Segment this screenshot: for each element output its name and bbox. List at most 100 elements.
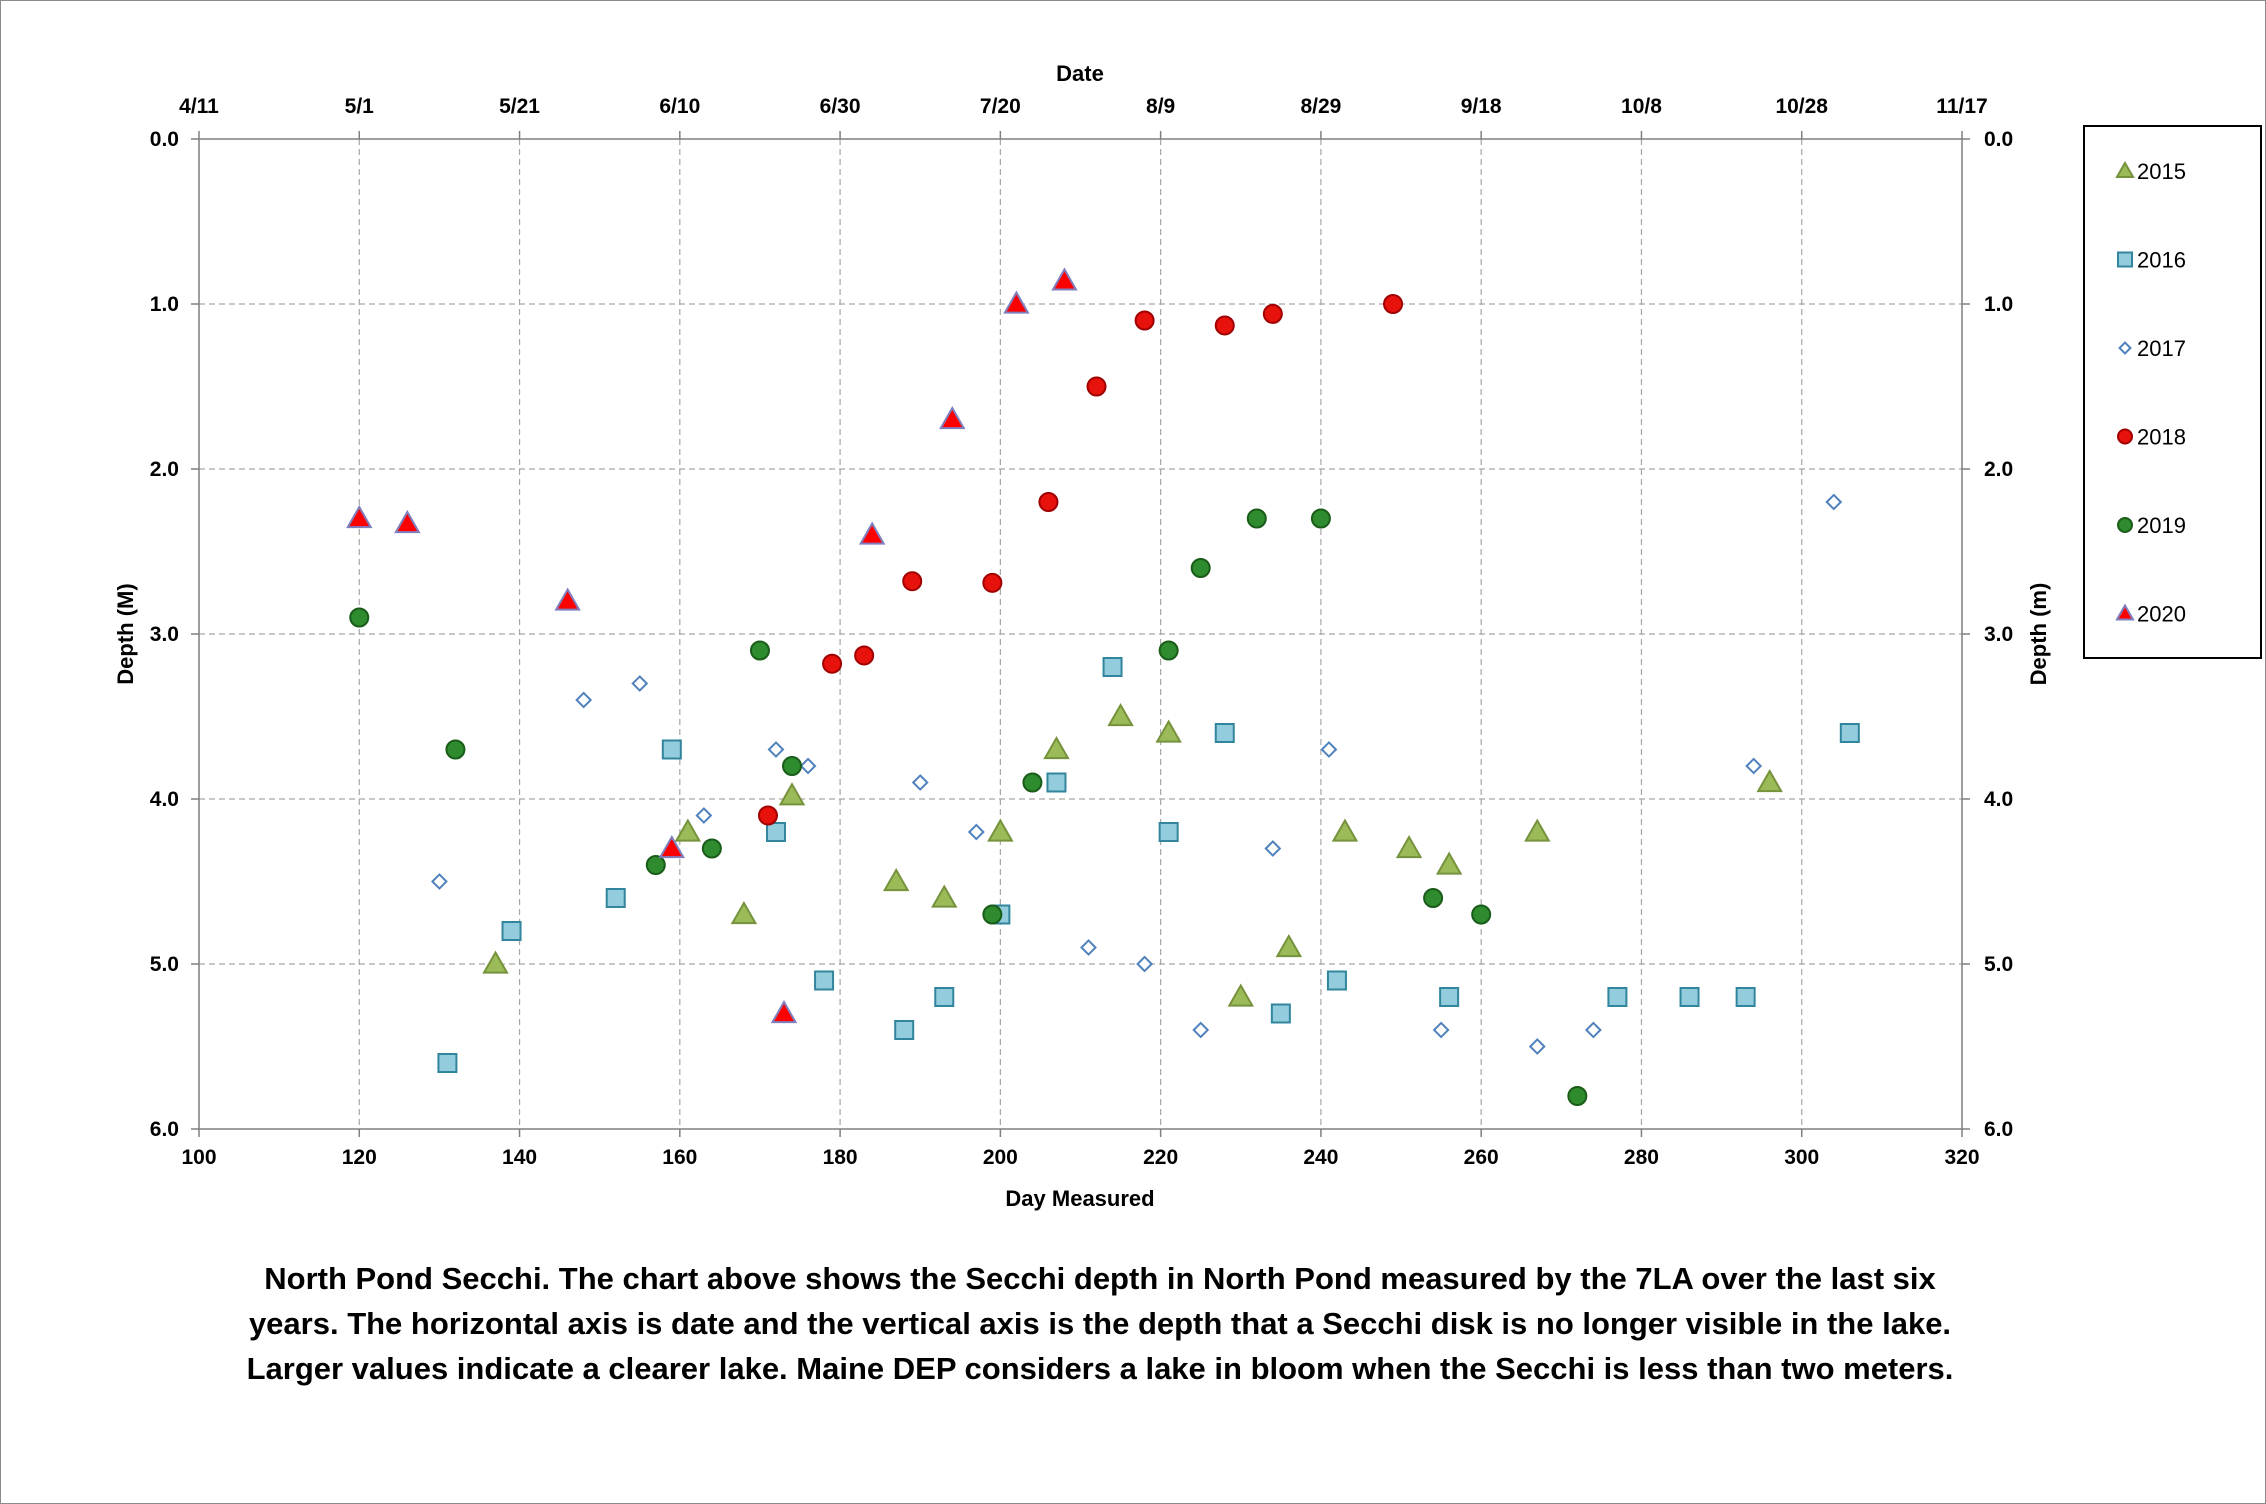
data-point-2015 — [730, 900, 758, 925]
legend-item-2015: 2015 — [2115, 159, 2186, 184]
x-tick-label: 140 — [502, 1146, 537, 1169]
data-point-2016 — [661, 739, 682, 760]
data-point-2017 — [430, 873, 448, 890]
data-point-2015 — [1435, 851, 1463, 875]
data-point-2020 — [858, 521, 886, 545]
legend-marker-2018 — [2117, 428, 2133, 445]
data-point-2018 — [902, 571, 923, 592]
legend-label-2016: 2016 — [2137, 248, 2186, 273]
data-point-2015 — [1155, 719, 1182, 743]
y-axis-title: Depth (M) — [113, 583, 138, 684]
data-point-2017 — [631, 675, 649, 692]
series-2019 — [349, 508, 1588, 1106]
legend-label-2020: 2020 — [2137, 602, 2186, 627]
legend-label-2018: 2018 — [2137, 425, 2186, 450]
legend-marker-2020 — [2115, 603, 2135, 621]
x2-axis-title: Date — [1056, 61, 1104, 86]
data-point-2017 — [695, 807, 713, 824]
data-point-2019 — [782, 756, 803, 776]
data-point-2016 — [1839, 723, 1860, 743]
data-point-2015 — [1395, 834, 1423, 859]
data-point-2018 — [1038, 492, 1059, 512]
data-point-2015 — [778, 782, 806, 806]
data-point-2020 — [770, 999, 798, 1024]
data-point-2020 — [346, 504, 373, 529]
legend-marker-2015 — [2115, 160, 2135, 179]
data-point-2016 — [1679, 987, 1700, 1007]
x2-tick-label: 6/10 — [659, 95, 700, 118]
x-tick-label: 320 — [1944, 1146, 1979, 1169]
series-2020 — [346, 267, 1078, 1024]
data-point-2018 — [1383, 294, 1404, 314]
x-tick-label: 280 — [1624, 1146, 1659, 1169]
data-point-2016 — [1326, 970, 1347, 991]
y2-tick-label: 3.0 — [1984, 623, 2013, 646]
data-point-2015 — [1524, 818, 1551, 842]
series-2015 — [482, 702, 1783, 1007]
data-point-2018 — [1134, 310, 1155, 331]
y2-tick-label: 6.0 — [1984, 1118, 2013, 1141]
x2-tick-label: 5/1 — [345, 95, 375, 118]
caption-line-1: North Pond Secchi. The chart above shows… — [264, 1261, 1936, 1296]
data-point-2015 — [1227, 983, 1254, 1007]
data-point-2015 — [1043, 735, 1070, 760]
data-point-2016 — [894, 1020, 915, 1040]
y2-tick-label: 4.0 — [1984, 788, 2013, 811]
x-tick-label: 300 — [1784, 1146, 1819, 1169]
y2-tick-label: 0.0 — [1984, 128, 2013, 151]
legend-item-2017: 2017 — [2118, 336, 2186, 361]
y-tick-label: 6.0 — [150, 1118, 179, 1141]
data-point-2016 — [1439, 987, 1460, 1007]
y-tick-label: 4.0 — [150, 788, 179, 811]
legend-marker-2017 — [2118, 341, 2132, 355]
x-tick-label: 220 — [1143, 1146, 1178, 1169]
data-point-2019 — [1190, 558, 1211, 578]
data-point-2018 — [854, 645, 875, 666]
data-point-2018 — [1262, 303, 1283, 324]
x2-tick-label: 8/29 — [1300, 95, 1341, 118]
data-point-2019 — [1022, 772, 1043, 793]
data-point-2019 — [445, 739, 466, 760]
data-point-2015 — [1756, 768, 1783, 793]
data-point-2019 — [749, 640, 770, 661]
data-point-2015 — [482, 950, 509, 974]
data-point-2019 — [1423, 888, 1444, 908]
data-point-2015 — [1275, 933, 1303, 958]
legend-label-2015: 2015 — [2137, 159, 2186, 184]
data-point-2019 — [1158, 640, 1179, 661]
y2-axis-title: Depth (m) — [2026, 583, 2051, 686]
data-point-2017 — [1192, 1021, 1210, 1039]
axis-ticks: 100 4/11 120 5/1 140 5/21 160 6/10 180 6/30 200 7/2… — [150, 95, 2013, 1169]
data-point-2016 — [814, 970, 835, 991]
x-tick-label: 120 — [342, 1146, 377, 1169]
x-axis-title: Day Measured — [1005, 1186, 1154, 1211]
data-point-2020 — [394, 509, 421, 534]
data-point-2017 — [967, 823, 985, 841]
x2-tick-label: 7/20 — [980, 95, 1021, 118]
data-point-2016 — [1214, 723, 1235, 743]
data-point-2016 — [1046, 772, 1067, 793]
chart-caption: North Pond Secchi. The chart above shows… — [100, 1256, 2100, 1391]
legend-item-2020: 2020 — [2115, 602, 2186, 627]
data-point-2016 — [501, 921, 522, 941]
legend: 2015 2016 2017 2018 2019 2020 — [2115, 159, 2186, 627]
y-tick-label: 5.0 — [150, 953, 179, 976]
data-point-2015 — [1107, 702, 1134, 727]
caption-line-2: years. The horizontal axis is date and t… — [248, 1306, 1952, 1341]
x2-tick-label: 11/17 — [1936, 95, 1987, 118]
legend-item-2016: 2016 — [2117, 248, 2186, 273]
caption-line-3: Larger values indicate a clearer lake. M… — [246, 1351, 1954, 1386]
data-point-2015 — [987, 818, 1014, 842]
x-tick-label: 180 — [823, 1146, 858, 1169]
data-point-2017 — [1528, 1038, 1546, 1055]
y-tick-label: 2.0 — [150, 458, 179, 481]
data-point-2016 — [605, 888, 626, 908]
series-2017 — [430, 493, 1843, 1055]
data-point-2017 — [1745, 757, 1763, 775]
data-point-2017 — [575, 691, 593, 709]
data-point-2020 — [1003, 290, 1030, 314]
data-point-2020 — [1051, 267, 1078, 291]
data-point-2016 — [437, 1053, 458, 1073]
data-point-2016 — [1735, 987, 1756, 1007]
